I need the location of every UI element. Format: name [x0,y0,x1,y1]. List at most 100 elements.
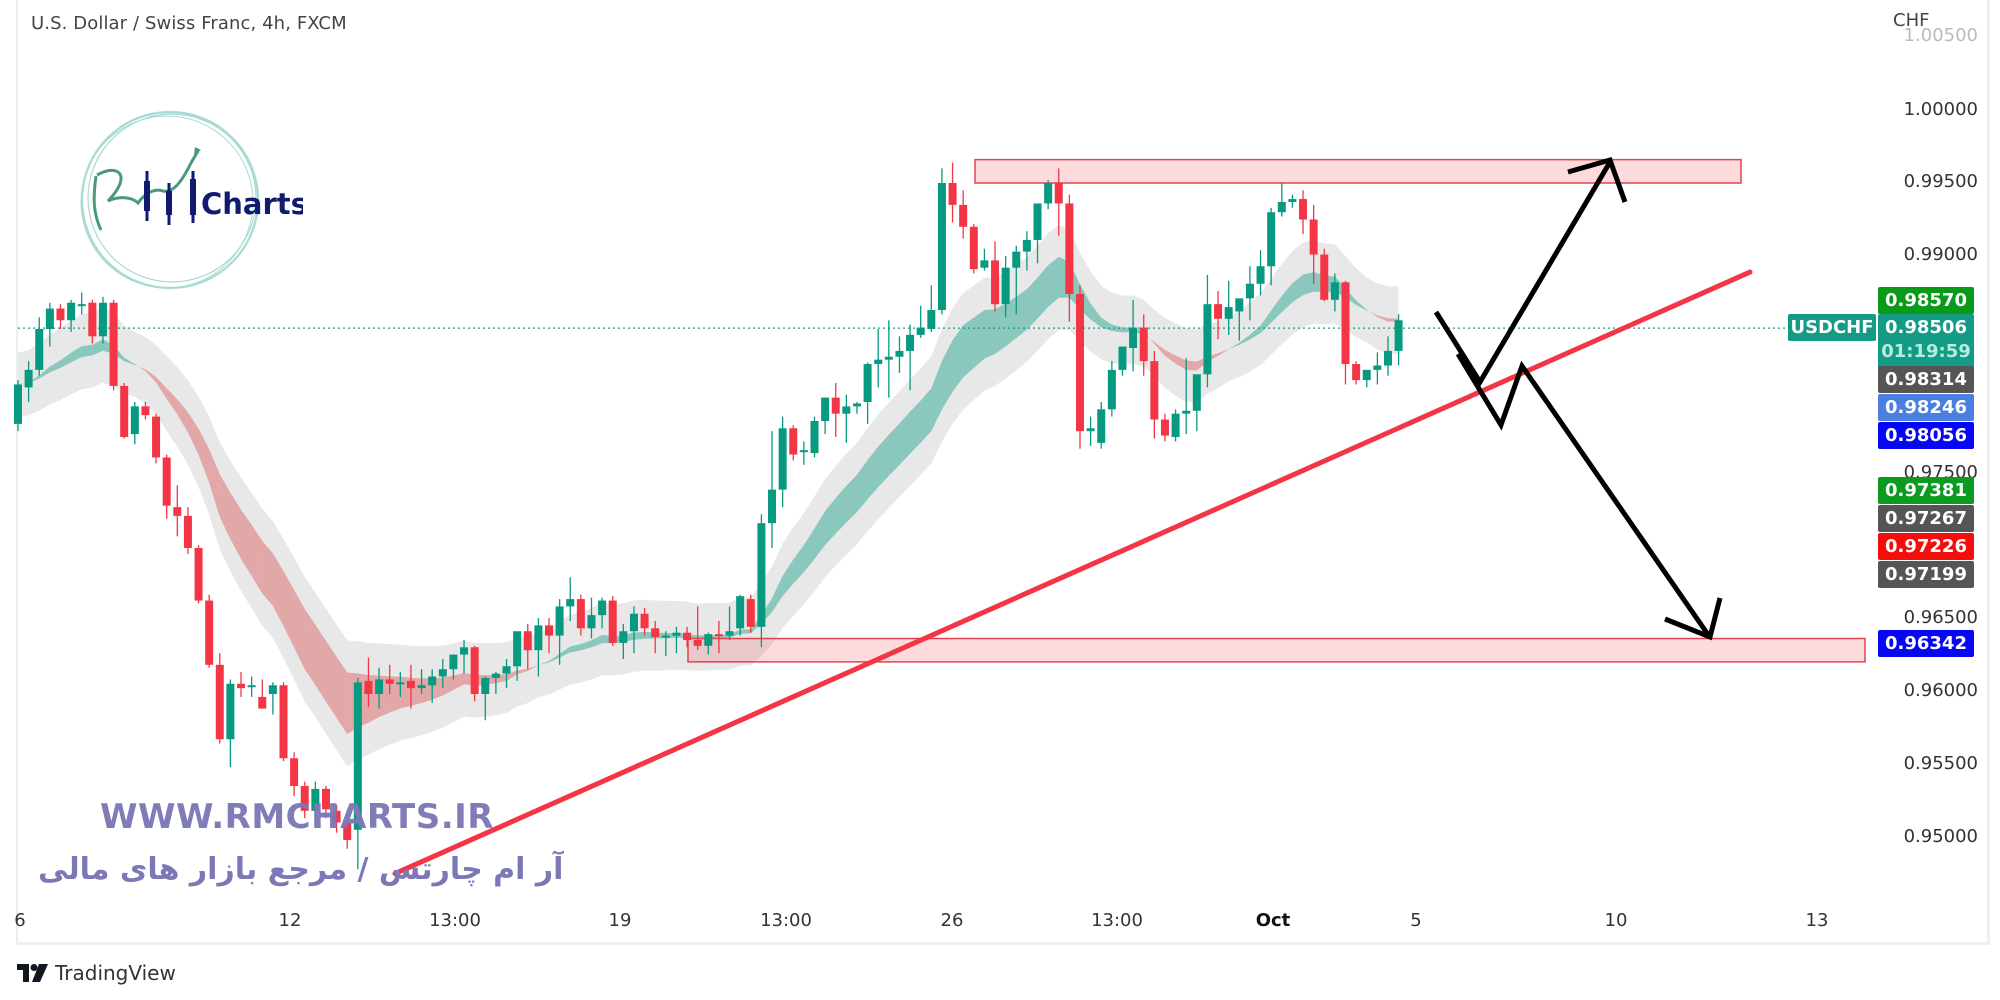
candle-body [513,631,522,667]
candle-body [672,632,681,636]
bullish-projection-arrow [1433,160,1613,387]
time-tick: 6 [14,910,26,931]
time-tick: 19 [608,910,632,931]
ma-band-segment [166,388,178,415]
time-tick: 5 [1410,910,1422,931]
ma-band-segment [995,303,1006,354]
ma-band-segment [878,434,889,488]
candle-body [629,613,638,632]
candle-body [1267,212,1276,267]
candle-body [948,183,957,205]
ma-band-segment [1111,324,1123,333]
candle-body [1341,282,1350,365]
candle-body [470,647,479,694]
candle-body [991,260,1000,305]
logo-ring-icon [80,110,260,290]
tradingview-branding[interactable]: TradingView [17,961,176,985]
candle-body [258,696,267,709]
ma-band-segment [835,485,847,534]
ma-band-segment [39,366,50,379]
ma-band-segment [740,629,751,634]
candle-body [969,226,978,270]
candle-body [449,654,458,670]
candle-body [1022,239,1031,252]
candle-body [1214,304,1223,319]
price-tick: 1.00000 [1903,99,1978,120]
candle-body [959,204,968,227]
candle-body [746,599,755,627]
ascending-trendline [392,269,1753,877]
candle-body [863,364,872,402]
time-tick: Oct [1255,910,1291,931]
candle-body [109,302,118,386]
rmcharts-logo: Charts [80,110,303,290]
ma-band-segment [814,510,826,559]
ma-band-segment [92,339,103,356]
candle-body [1277,201,1286,213]
candlestick-chart[interactable] [0,0,1870,905]
price-badge: 0.98570 [1878,287,1974,314]
ma-band-segment [1164,350,1176,364]
candle-body [693,639,702,646]
candle-body [35,329,44,370]
ma-band-segment [1037,265,1049,319]
candle-body [725,631,734,636]
candle-body [77,304,86,307]
ma-band-segment [803,528,815,573]
candle-body [491,673,500,678]
ma-band-segment [793,544,804,584]
price-badge: 0.97381 [1878,477,1974,504]
candle-body [683,632,692,640]
candle-body [141,406,150,416]
candle-body [555,606,564,636]
candle-body [842,406,851,414]
candle-body [789,428,798,455]
chart-frame [16,0,1990,945]
candle-body [215,664,224,740]
ma-band-segment [230,492,242,560]
ma-band-segment [825,498,836,545]
ma-band-segment [124,357,135,366]
candle-body [523,631,532,651]
ma-band-segment [1303,271,1314,296]
price-tick: 0.96500 [1903,607,1978,628]
ma-band-segment [888,423,900,476]
candle-body [56,308,65,321]
ma-band-segment [941,340,953,410]
price-tick: 1.00500 [1903,25,1978,46]
time-tick: 13 [1805,910,1829,931]
candle-body [534,625,543,651]
ma-band-segment [315,624,326,702]
candle-body [821,397,830,421]
ma-band-segment [294,589,305,670]
candle-body [88,302,97,337]
bearish-arrowhead-icon [1664,597,1723,641]
candle-body [1299,199,1308,220]
candle-body [1352,364,1361,381]
candle-body [1373,365,1382,370]
candle-body [24,369,33,388]
candle-body [852,403,861,407]
candle-body [130,406,139,435]
resistance-zone [974,158,1742,184]
candle-body [1394,320,1403,351]
price-tick: 0.99000 [1903,244,1978,265]
ma-band-segment [336,656,348,735]
candle-body [14,384,22,424]
ma-band-segment [899,411,911,465]
ma-band-segment [304,609,316,686]
ma-band-segment [1090,303,1102,328]
candle-body [980,260,989,268]
candle-body [460,647,469,655]
ma-band-segment [18,382,29,385]
ma-band-segment [1186,360,1197,371]
support-zone [687,637,1866,663]
time-tick: 13:00 [760,910,812,931]
price-badge: 0.97199 [1878,561,1974,588]
candle-body [406,680,415,689]
ma-band-segment [145,369,157,383]
candle-body [1054,183,1063,204]
ma-band-segment [60,352,72,368]
candle-body [576,599,585,629]
ma-band-segment [1154,341,1165,356]
